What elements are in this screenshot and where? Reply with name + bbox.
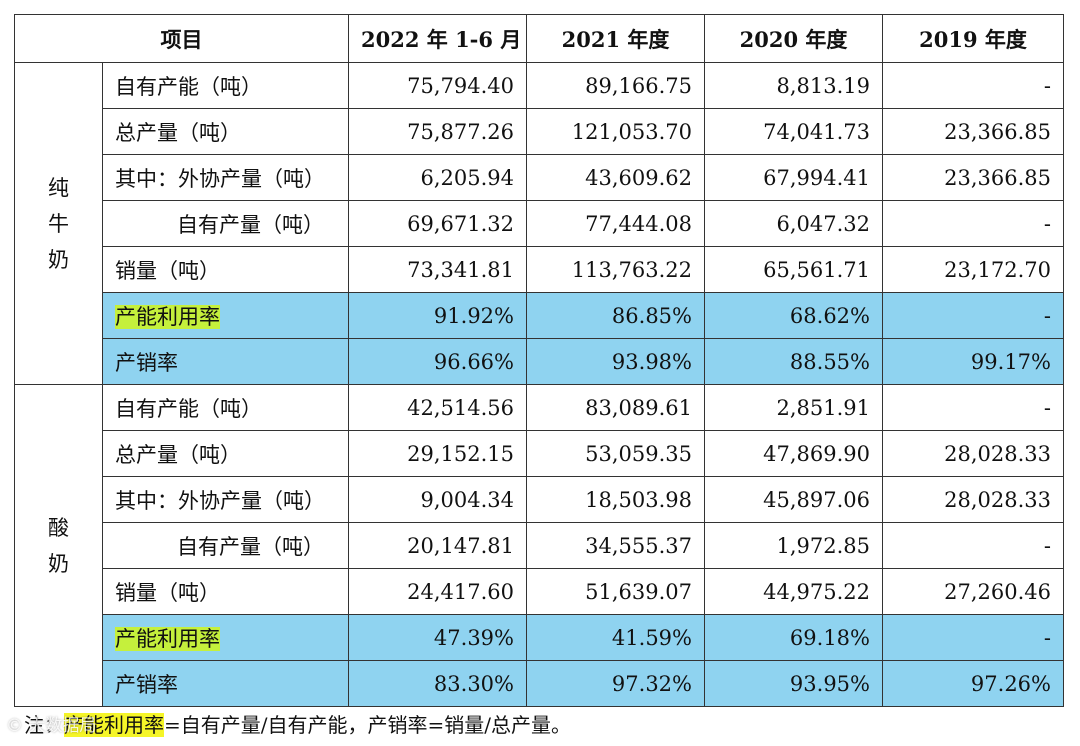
cell-value: 75,794.40	[348, 62, 527, 109]
header-period-2019: 2019 年度	[882, 14, 1064, 63]
cell-value: 75,877.26	[348, 108, 527, 155]
row-label: 自有产能（吨）	[102, 62, 349, 109]
cell-value: 53,059.35	[526, 430, 705, 477]
cell-value: -	[882, 522, 1064, 569]
header-period-2022h1: 2022 年 1-6 月	[348, 14, 527, 63]
cell-value: 88.55%	[704, 338, 883, 385]
table-row: 纯牛奶 自有产能（吨） 75,794.40 89,166.75 8,813.19…	[14, 62, 1064, 385]
cell-value: 8,813.19	[704, 62, 883, 109]
row-label: 销量（吨）	[102, 568, 349, 615]
production-sales-table: 项目 2022 年 1-6 月 2021 年度 2020 年度 2019 年度 …	[14, 14, 1064, 707]
row-label: 自有产量（吨）	[102, 200, 349, 247]
cell-value: 41.59%	[526, 614, 705, 661]
table-row-highlighted: 产销率 96.66% 93.98% 88.55% 99.17%	[15, 338, 1064, 385]
cell-value: 113,763.22	[526, 246, 705, 293]
cell-value: 74,041.73	[704, 108, 883, 155]
row-label: 产能利用率	[102, 614, 349, 661]
cell-value: 96.66%	[348, 338, 527, 385]
cell-value: 97.32%	[526, 660, 705, 707]
row-label: 产能利用率	[102, 292, 349, 339]
cell-value: 69.18%	[704, 614, 883, 661]
footnote-prefix: 注：	[24, 713, 64, 737]
cell-value: 27,260.46	[882, 568, 1064, 615]
cell-value: 83,089.61	[526, 384, 705, 431]
cell-value: 93.95%	[704, 660, 883, 707]
cell-value: -	[882, 384, 1064, 431]
cell-value: 77,444.08	[526, 200, 705, 247]
row-label: 产销率	[102, 660, 349, 707]
cell-value: 121,053.70	[526, 108, 705, 155]
cell-value: 86.85%	[526, 292, 705, 339]
row-label: 其中：外协产量（吨）	[102, 154, 349, 201]
cell-value: 43,609.62	[526, 154, 705, 201]
cell-value: 6,205.94	[348, 154, 527, 201]
cell-value: 73,341.81	[348, 246, 527, 293]
cell-value: 65,561.71	[704, 246, 883, 293]
table-row: 自有产量（吨） 69,671.32 77,444.08 6,047.32 -	[15, 200, 1064, 247]
cell-value: 29,152.15	[348, 430, 527, 477]
cell-value: 44,975.22	[704, 568, 883, 615]
row-label: 总产量（吨）	[102, 108, 349, 155]
group-label-pure-milk: 纯牛奶	[14, 62, 103, 385]
row-label: 自有产能（吨）	[102, 384, 349, 431]
cell-value: 6,047.32	[704, 200, 883, 247]
table-row: 自有产量（吨） 20,147.81 34,555.37 1,972.85 -	[15, 522, 1064, 569]
cell-value: 99.17%	[882, 338, 1064, 385]
cell-value: 1,972.85	[704, 522, 883, 569]
cell-value: 93.98%	[526, 338, 705, 385]
cell-value: 18,503.98	[526, 476, 705, 523]
cell-value: 67,994.41	[704, 154, 883, 201]
table-row: 总产量（吨） 29,152.15 53,059.35 47,869.90 28,…	[15, 430, 1064, 477]
row-label: 销量（吨）	[102, 246, 349, 293]
cell-value: 20,147.81	[348, 522, 527, 569]
table-row-highlighted: 产销率 83.30% 97.32% 93.95% 97.26%	[15, 660, 1064, 707]
cell-value: 28,028.33	[882, 430, 1064, 477]
cell-value: 24,417.60	[348, 568, 527, 615]
cell-value: 42,514.56	[348, 384, 527, 431]
cell-value: 47,869.90	[704, 430, 883, 477]
table-row-highlighted: 产能利用率 91.92% 86.85% 68.62% -	[15, 292, 1064, 339]
table-row: 销量（吨） 73,341.81 113,763.22 65,561.71 23,…	[15, 246, 1064, 293]
highlighted-label: 产能利用率	[115, 304, 220, 329]
row-label: 产销率	[102, 338, 349, 385]
cell-value: 91.92%	[348, 292, 527, 339]
row-label: 总产量（吨）	[102, 430, 349, 477]
highlighted-label: 产能利用率	[115, 626, 220, 651]
cell-value: 2,851.91	[704, 384, 883, 431]
group-label-yogurt: 酸奶	[14, 384, 103, 707]
footnote-highlight: 产能利用率	[64, 713, 164, 737]
table-row: 酸奶 自有产能（吨） 42,514.56 83,089.61 2,851.91 …	[14, 384, 1064, 707]
cell-value: 23,172.70	[882, 246, 1064, 293]
cell-value: -	[882, 292, 1064, 339]
cell-value: 23,366.85	[882, 108, 1064, 155]
cell-value: 51,639.07	[526, 568, 705, 615]
cell-value: 83.30%	[348, 660, 527, 707]
table-row: 其中：外协产量（吨） 9,004.34 18,503.98 45,897.06 …	[15, 476, 1064, 523]
cell-value: 45,897.06	[704, 476, 883, 523]
cell-value: 23,366.85	[882, 154, 1064, 201]
row-label: 自有产量（吨）	[102, 522, 349, 569]
cell-value: -	[882, 614, 1064, 661]
table-row: 总产量（吨） 75,877.26 121,053.70 74,041.73 23…	[15, 108, 1064, 155]
cell-value: 9,004.34	[348, 476, 527, 523]
table-row: 其中：外协产量（吨） 6,205.94 43,609.62 67,994.41 …	[15, 154, 1064, 201]
cell-value: 34,555.37	[526, 522, 705, 569]
header-item: 项目	[14, 14, 349, 63]
table-row-highlighted: 产能利用率 47.39% 41.59% 69.18% -	[15, 614, 1064, 661]
cell-value: 68.62%	[704, 292, 883, 339]
cell-value: -	[882, 200, 1064, 247]
cell-value: 97.26%	[882, 660, 1064, 707]
cell-value: 47.39%	[348, 614, 527, 661]
footnote-text: =自有产量/自有产能，产销率=销量/总产量。	[164, 713, 571, 737]
cell-value: 69,671.32	[348, 200, 527, 247]
header-period-2021: 2021 年度	[526, 14, 705, 63]
header-period-2020: 2020 年度	[704, 14, 883, 63]
row-label: 其中：外协产量（吨）	[102, 476, 349, 523]
cell-value: 28,028.33	[882, 476, 1064, 523]
footnote: 注：产能利用率=自有产量/自有产能，产销率=销量/总产量。	[24, 709, 571, 738]
cell-value: 89,166.75	[526, 62, 705, 109]
header-row: 项目 2022 年 1-6 月 2021 年度 2020 年度 2019 年度	[14, 14, 1064, 63]
table-row: 销量（吨） 24,417.60 51,639.07 44,975.22 27,2…	[15, 568, 1064, 615]
cell-value: -	[882, 62, 1064, 109]
